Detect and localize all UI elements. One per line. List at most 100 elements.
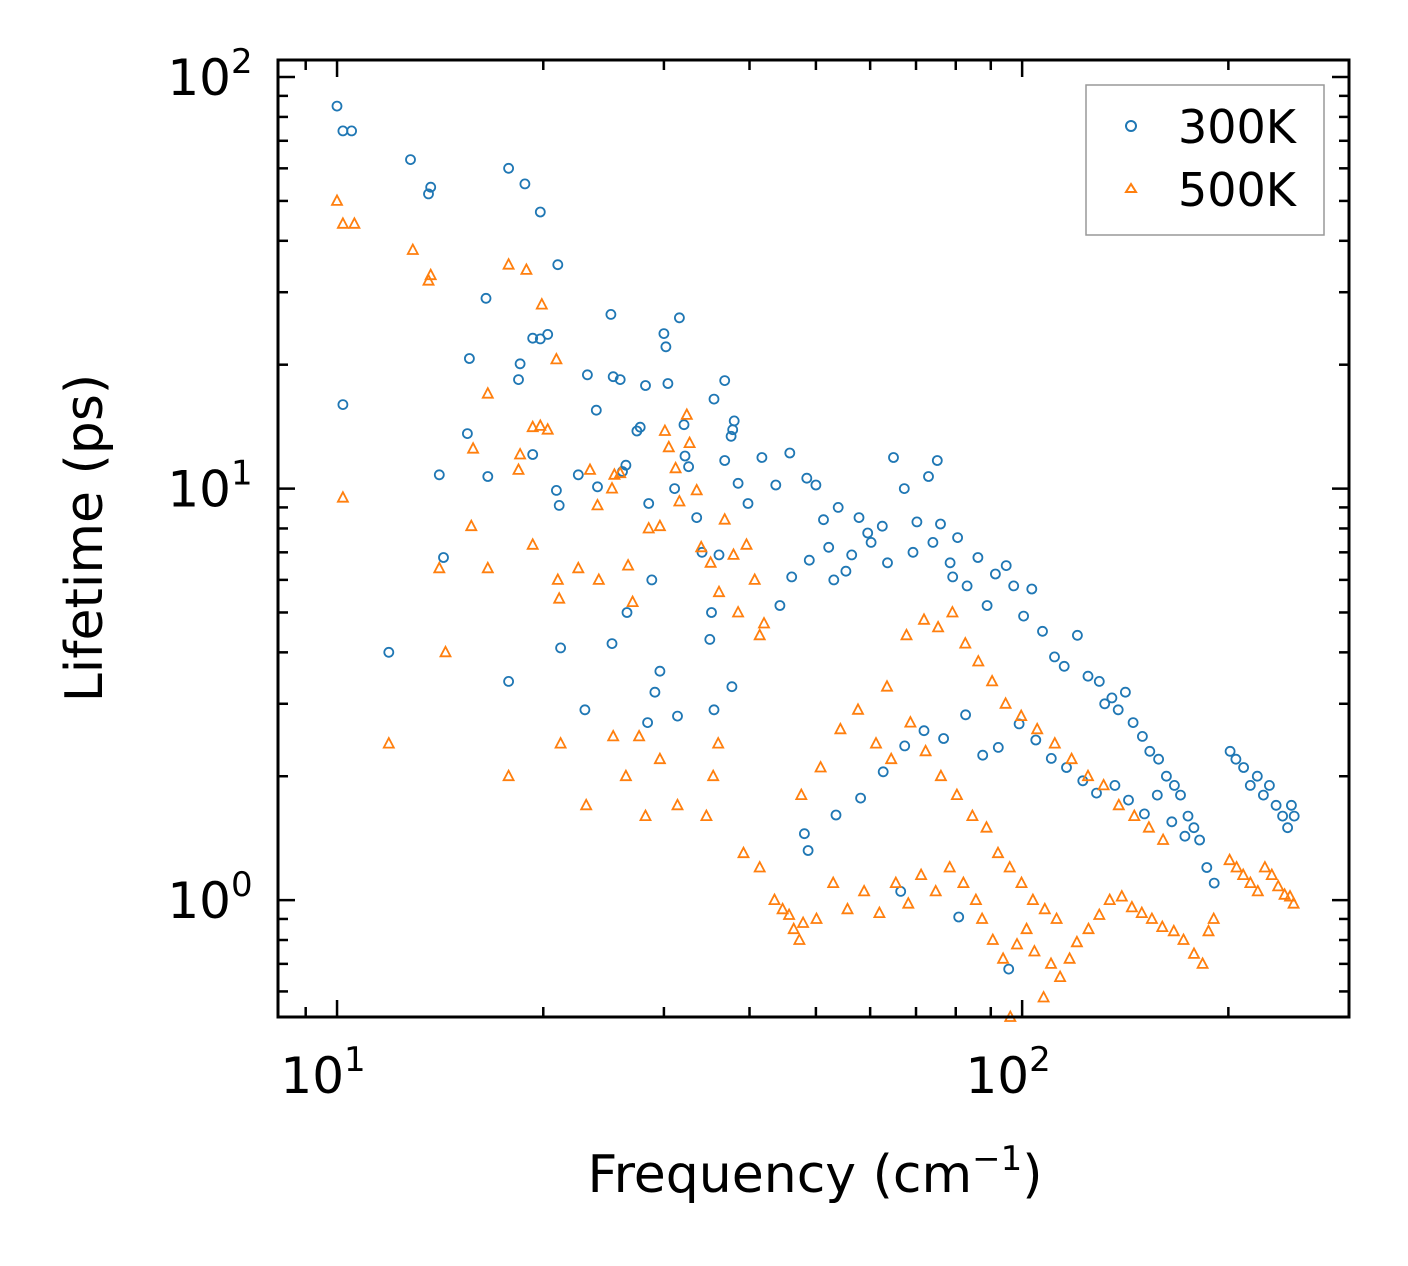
- point-300K: [927, 537, 939, 548]
- point-300K: [907, 546, 919, 558]
- point-500K: [347, 216, 361, 229]
- point-500K: [900, 627, 913, 641]
- x-axis-label: Frequency (cm−1): [587, 1139, 1042, 1205]
- point-500K: [1142, 820, 1156, 833]
- point-500K: [999, 696, 1013, 709]
- point-500K: [929, 883, 943, 897]
- point-300K: [935, 518, 946, 530]
- y-axis-label: Lifetime (ps): [55, 374, 115, 702]
- point-500K: [826, 875, 840, 888]
- point-300K: [438, 552, 449, 563]
- series-300K: [331, 100, 1300, 975]
- point-300K: [1166, 816, 1178, 828]
- point-500K: [1010, 937, 1024, 950]
- point-300K: [590, 404, 602, 416]
- point-300K: [1106, 692, 1118, 704]
- x-tick-label: 101: [280, 1040, 365, 1105]
- point-500K: [711, 736, 725, 749]
- point-500K: [330, 193, 344, 206]
- point-500K: [605, 481, 619, 494]
- point-500K: [621, 558, 635, 571]
- point-300K: [992, 742, 1004, 753]
- point-500K: [943, 860, 957, 873]
- point-300K: [1179, 830, 1191, 842]
- point-500K: [690, 482, 704, 496]
- point-300K: [818, 514, 829, 526]
- point-500K: [727, 547, 740, 560]
- point-500K: [1020, 921, 1034, 935]
- point-300K: [678, 419, 690, 431]
- point-500K: [1251, 883, 1265, 897]
- point-300K: [1153, 753, 1164, 765]
- point-500K: [1202, 923, 1215, 937]
- point-300K: [704, 634, 716, 645]
- point-300K: [865, 537, 877, 548]
- point-500K: [1167, 923, 1181, 937]
- point-300K: [527, 449, 539, 460]
- point-500K: [833, 721, 847, 735]
- point-500K: [706, 768, 720, 782]
- point-500K: [931, 619, 945, 633]
- point-300K: [1230, 753, 1242, 765]
- point-500K: [432, 560, 446, 574]
- point-500K: [533, 418, 547, 431]
- point-500K: [658, 423, 672, 436]
- point-300K: [480, 292, 492, 304]
- point-500K: [439, 644, 452, 658]
- point-500K: [1038, 901, 1052, 915]
- point-500K: [1015, 875, 1028, 888]
- point-500K: [671, 797, 684, 811]
- point-300K: [1169, 780, 1180, 791]
- point-500K: [592, 572, 606, 585]
- point-300K: [726, 681, 738, 693]
- point-500K: [971, 654, 985, 667]
- point-500K: [513, 447, 527, 460]
- point-300K: [551, 484, 562, 496]
- point-500K: [740, 537, 753, 550]
- point-300K: [1112, 704, 1124, 716]
- point-500K: [810, 911, 823, 924]
- point-500K: [680, 407, 694, 420]
- point-300K: [553, 499, 565, 511]
- point-300K: [1175, 789, 1186, 801]
- point-500K: [683, 435, 697, 449]
- point-500K: [787, 921, 801, 935]
- point-300K: [555, 642, 566, 654]
- point-500K: [626, 594, 640, 607]
- point-500K: [552, 591, 566, 604]
- point-300K: [662, 378, 674, 389]
- point-300K: [706, 607, 717, 618]
- point-500K: [526, 419, 540, 433]
- point-500K: [653, 518, 667, 532]
- point-500K: [336, 490, 350, 503]
- point-300K: [1277, 810, 1288, 822]
- point-300K: [1224, 745, 1236, 757]
- point-300K: [1099, 698, 1111, 710]
- point-300K: [972, 552, 984, 563]
- point-300K: [799, 828, 810, 840]
- point-300K: [514, 358, 526, 370]
- point-300K: [634, 421, 646, 433]
- point-300K: [669, 483, 680, 495]
- point-300K: [961, 580, 973, 592]
- point-500K: [583, 462, 597, 475]
- point-500K: [901, 896, 915, 909]
- point-500K: [1127, 808, 1141, 821]
- point-500K: [914, 867, 928, 880]
- point-500K: [1030, 721, 1044, 735]
- point-300K: [719, 375, 731, 387]
- point-500K: [1070, 934, 1084, 948]
- point-500K: [1014, 708, 1028, 721]
- point-300K: [1008, 580, 1020, 592]
- point-300K: [1258, 789, 1269, 801]
- point-300K: [405, 154, 416, 166]
- legend-label-500K: 500K: [1178, 163, 1298, 217]
- point-300K: [679, 450, 691, 462]
- point-500K: [869, 736, 883, 749]
- minor-ticks: [278, 60, 1349, 1017]
- point-300K: [876, 520, 888, 532]
- point-300K: [977, 749, 989, 761]
- point-300K: [938, 733, 949, 744]
- point-500K: [1196, 956, 1210, 969]
- point-300K: [1139, 808, 1150, 820]
